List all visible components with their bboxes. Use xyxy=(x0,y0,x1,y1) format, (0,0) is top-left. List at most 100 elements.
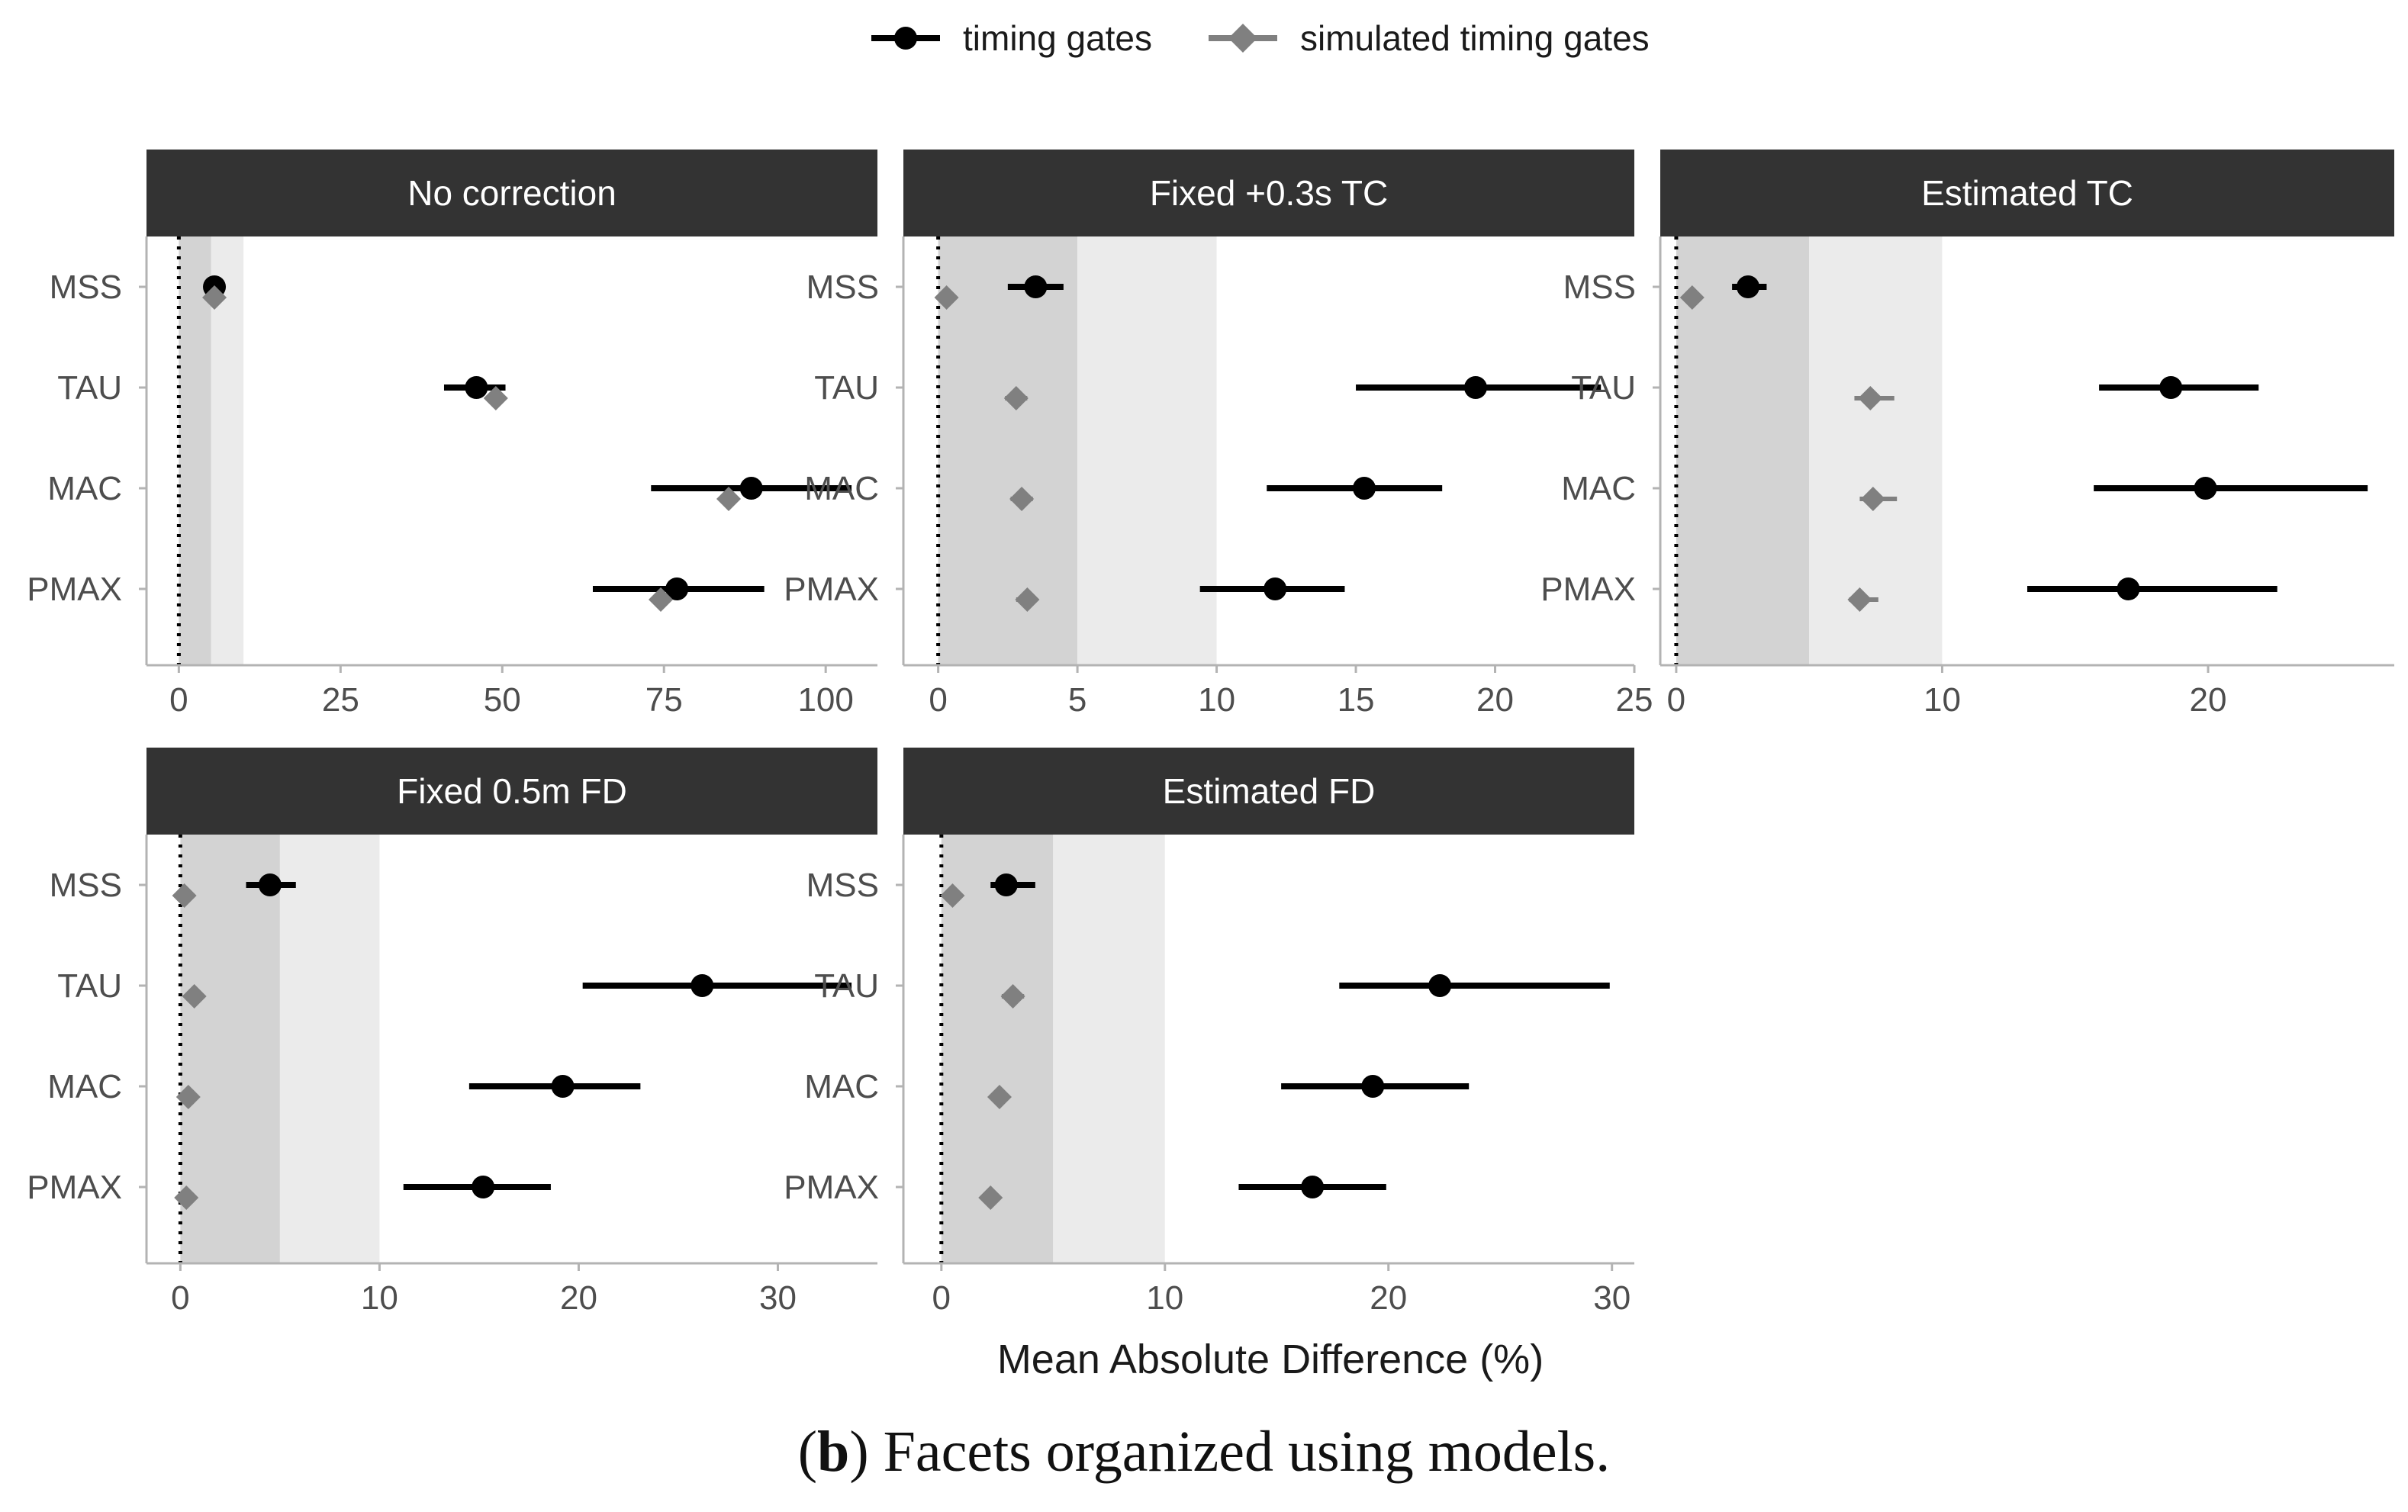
y-tick-label-pmax: PMAX xyxy=(27,571,122,608)
y-tick-label-mss: MSS xyxy=(806,867,879,904)
y-tick-label-tau: TAU xyxy=(57,369,122,407)
point-circle-pmax xyxy=(1264,577,1287,600)
y-tick-label-mac: MAC xyxy=(47,470,122,507)
reference-band-1 xyxy=(180,835,280,1263)
legend: timing gates simulated timing gates xyxy=(871,18,1650,58)
point-diamond-mac xyxy=(1860,487,1885,511)
series-timing-gates xyxy=(1732,275,2368,600)
point-diamond-mac xyxy=(716,487,742,511)
caption-text: ) Facets organized using models. xyxy=(849,1420,1610,1484)
point-diamond-mac xyxy=(175,1085,201,1109)
panel-title-estimated-fd: Estimated FD xyxy=(1163,771,1376,811)
panel-strip-fixed-0-5m-fd xyxy=(146,748,877,835)
panel-estimated-tc: Estimated TC MSS TAU MAC PMAX 0 10 20 xyxy=(1540,150,2394,719)
series-timing-gates xyxy=(1007,275,1602,600)
x-tick-label-20: 20 xyxy=(1370,1279,1407,1317)
reference-band-2 xyxy=(1053,835,1165,1263)
point-circle-pmax xyxy=(665,577,689,600)
y-tick-label-mac: MAC xyxy=(1561,470,1636,507)
x-tick-label-30: 30 xyxy=(759,1279,797,1317)
x-tick-label-0: 0 xyxy=(171,1279,189,1317)
y-tick-label-mac: MAC xyxy=(804,1068,879,1105)
point-circle-tau xyxy=(1428,974,1452,997)
x-tick-label-20: 20 xyxy=(560,1279,597,1317)
point-diamond-tau xyxy=(1858,386,1883,410)
point-circle-tau xyxy=(465,376,488,399)
y-tick-label-tau: TAU xyxy=(814,369,879,407)
point-circle-mss xyxy=(994,873,1018,896)
point-diamond-tau xyxy=(1000,984,1025,1009)
point-circle-mac xyxy=(551,1075,575,1098)
reference-band-1 xyxy=(1676,236,1810,665)
legend-label-simulated-timing-gates: simulated timing gates xyxy=(1300,18,1650,58)
x-tick-label-75: 75 xyxy=(645,681,683,719)
series-simulated-timing-gates xyxy=(934,285,1040,612)
x-tick-label-50: 50 xyxy=(484,681,521,719)
y-tick-label-mss: MSS xyxy=(50,867,122,904)
point-circle-mss xyxy=(1024,275,1048,298)
point-circle-mac xyxy=(1361,1075,1385,1098)
x-tick-label-20: 20 xyxy=(2190,681,2227,719)
y-tick-label-mss: MSS xyxy=(806,269,879,306)
series-simulated-timing-gates xyxy=(202,285,742,612)
point-diamond-pmax xyxy=(648,587,673,612)
point-diamond-mss xyxy=(934,285,959,310)
point-circle-pmax xyxy=(472,1176,495,1198)
series-timing-gates xyxy=(203,275,852,600)
x-tick-label-20: 20 xyxy=(1476,681,1514,719)
panel-estimated-fd: Estimated FD MSS TAU MAC PMAX 0 10 20 30 xyxy=(784,748,1634,1317)
point-diamond-tau xyxy=(483,386,508,410)
x-tick-label-100: 100 xyxy=(797,681,853,719)
series-simulated-timing-gates xyxy=(1679,285,1898,612)
y-tick-label-pmax: PMAX xyxy=(784,571,879,608)
point-circle-tau xyxy=(1463,376,1487,399)
point-diamond-pmax xyxy=(978,1185,1003,1210)
point-diamond-pmax xyxy=(174,1185,199,1210)
point-diamond-mss xyxy=(202,285,227,310)
legend-marker-simulated-timing-gates xyxy=(1228,24,1257,53)
point-diamond-tau xyxy=(182,984,207,1009)
point-circle-mac xyxy=(1352,477,1376,500)
y-tick-label-mac: MAC xyxy=(47,1068,122,1105)
panel-title-fixed-0-5m-fd: Fixed 0.5m FD xyxy=(397,771,627,811)
panel-strip-fixed-0-3s-tc xyxy=(903,150,1634,236)
reference-band-1 xyxy=(941,835,1054,1263)
reference-band-2 xyxy=(1809,236,1943,665)
point-diamond-pmax xyxy=(1015,587,1040,612)
point-diamond-mss xyxy=(172,883,197,908)
y-tick-label-mss: MSS xyxy=(1563,269,1636,306)
x-tick-label-10: 10 xyxy=(1924,681,1961,719)
x-tick-label-10: 10 xyxy=(1198,681,1235,719)
y-tick-label-pmax: PMAX xyxy=(27,1169,122,1206)
y-tick-label-pmax: PMAX xyxy=(1540,571,1636,608)
panel-strip-no-correction xyxy=(146,150,877,236)
figure-caption: (b) Facets organized using models. xyxy=(798,1420,1611,1484)
point-circle-mac xyxy=(739,477,763,500)
point-diamond-mss xyxy=(1679,285,1705,310)
y-tick-label-mss: MSS xyxy=(50,269,122,306)
reference-band-2 xyxy=(279,835,380,1263)
y-tick-label-tau: TAU xyxy=(1571,369,1636,407)
caption-label: b xyxy=(817,1420,849,1484)
panel-title-no-correction: No correction xyxy=(407,173,616,213)
x-tick-label-25: 25 xyxy=(322,681,359,719)
series-simulated-timing-gates xyxy=(940,883,1025,1210)
panel-fixed-0-5m-fd: Fixed 0.5m FD MSS TAU MAC PMAX 0 10 20 30 xyxy=(27,748,877,1317)
panel-strip-estimated-fd xyxy=(903,748,1634,835)
reference-band-2 xyxy=(1077,236,1217,665)
x-tick-label-0: 0 xyxy=(169,681,188,719)
series-timing-gates xyxy=(990,873,1610,1198)
x-tick-label-25: 25 xyxy=(1616,681,1653,719)
point-diamond-tau xyxy=(1003,386,1029,410)
legend-label-timing-gates: timing gates xyxy=(963,18,1152,58)
series-timing-gates xyxy=(246,873,852,1198)
point-circle-tau xyxy=(2159,376,2183,399)
point-circle-tau xyxy=(691,974,714,997)
x-tick-label-0: 0 xyxy=(932,1279,951,1317)
reference-band-1 xyxy=(179,236,211,665)
x-tick-label-0: 0 xyxy=(1667,681,1685,719)
x-axis-title: Mean Absolute Difference (%) xyxy=(997,1337,1544,1382)
x-tick-label-10: 10 xyxy=(361,1279,398,1317)
y-tick-label-pmax: PMAX xyxy=(784,1169,879,1206)
